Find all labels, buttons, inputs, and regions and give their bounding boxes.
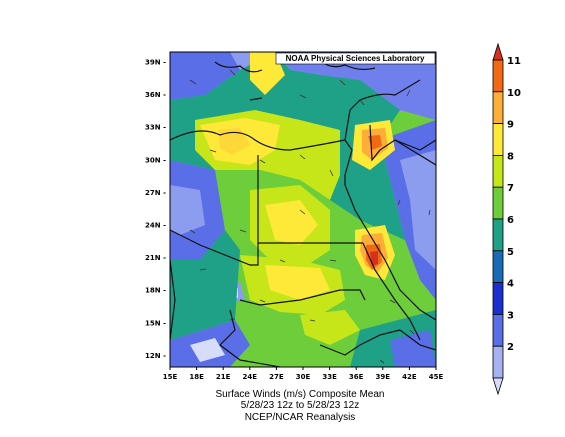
- lon-tick-label: 45E: [429, 373, 444, 381]
- wind-vectors: [189, 69, 431, 364]
- colorbar-label: 7: [507, 183, 514, 194]
- colorbar-swatch: [492, 218, 504, 252]
- lat-tick-label: 15N -: [145, 319, 166, 327]
- lat-tick-label: 27N -: [145, 189, 166, 197]
- lon-tick-label: 21E: [216, 373, 231, 381]
- credit-box: NOAA Physical Sciences Laboratory: [275, 52, 436, 65]
- colorbar-label: 2: [507, 342, 514, 353]
- map-panel: [170, 52, 436, 367]
- colorbar-label: 10: [507, 88, 521, 99]
- lat-tick-label: 39N -: [145, 59, 166, 67]
- lat-tick-label: 33N -: [145, 124, 166, 132]
- colorbar-label: 3: [507, 310, 514, 321]
- lon-tick-label: 18E: [189, 373, 204, 381]
- colorbar-swatch: [492, 313, 504, 347]
- latitude-axis: 39N - 36N - 33N - 30N - 27N - 24N - 21N - 18N -…: [145, 59, 166, 360]
- colorbar-label: 4: [507, 279, 514, 290]
- longitude-axis: 15E 18E 21E 24E 27E 30E 33E 36E 39E 42E 45E: [163, 367, 444, 381]
- caption-line-3: NCEP/NCAR Reanalysis: [244, 412, 356, 423]
- colorbar-swatch: [492, 345, 504, 379]
- colorbar-label: 6: [507, 215, 514, 226]
- colorbar-swatch: [492, 123, 504, 156]
- lat-tick-label: 36N -: [145, 91, 166, 99]
- lat-tick-label: 30N -: [145, 156, 166, 164]
- lon-tick-label: 30E: [296, 373, 311, 381]
- lon-tick-label: 24E: [243, 373, 258, 381]
- colorbar-bottom-triangle: [492, 377, 504, 396]
- colorbar-swatch: [492, 154, 504, 188]
- colorbar-top-triangle: [492, 42, 504, 61]
- lon-tick-label: 39E: [376, 373, 391, 381]
- lat-tick-label: 24N -: [145, 222, 166, 230]
- colorbar-label: 8: [507, 151, 514, 162]
- credit-text: NOAA Physical Sciences Laboratory: [286, 54, 425, 63]
- lat-tick-label: 18N -: [145, 287, 166, 295]
- lon-tick-label: 27E: [269, 373, 284, 381]
- colorbar-swatch: [492, 282, 504, 315]
- caption-line-2: 5/28/23 12z to 5/28/23 12z: [240, 400, 360, 411]
- country-borders: [170, 59, 436, 367]
- lat-tick-label: 21N -: [145, 254, 166, 262]
- lon-tick-label: 15E: [163, 373, 178, 381]
- colorbar-swatch: [492, 91, 504, 125]
- colorbar-label: 9: [507, 120, 514, 131]
- colorbar-label: 5: [507, 247, 514, 258]
- caption-line-1: Surface Winds (m/s) Composite Mean: [215, 389, 385, 400]
- colorbar-swatch: [492, 186, 504, 220]
- colorbar: 11 10 9 8 7 6 5 4 3 2: [492, 42, 521, 396]
- colorbar-swatch: [492, 250, 504, 284]
- lon-tick-label: 36E: [349, 373, 364, 381]
- lat-tick-label: 12N -: [145, 352, 166, 360]
- colorbar-swatch: [492, 59, 504, 93]
- colorbar-label: 11: [507, 56, 521, 67]
- lon-tick-label: 42E: [402, 373, 417, 381]
- lon-tick-label: 33E: [322, 373, 337, 381]
